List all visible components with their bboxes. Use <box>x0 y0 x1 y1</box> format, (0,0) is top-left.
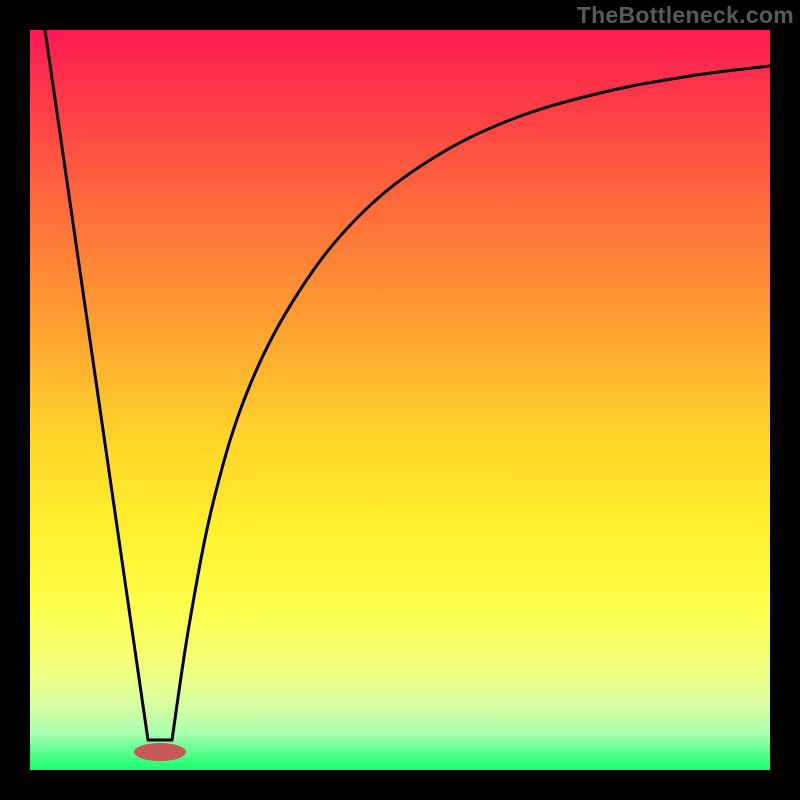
chart-container: TheBottleneck.com <box>0 0 800 800</box>
optimum-marker <box>134 743 186 761</box>
watermark-text: TheBottleneck.com <box>577 2 794 29</box>
plot-gradient-background <box>30 30 770 770</box>
bottleneck-curve-chart <box>0 0 800 800</box>
